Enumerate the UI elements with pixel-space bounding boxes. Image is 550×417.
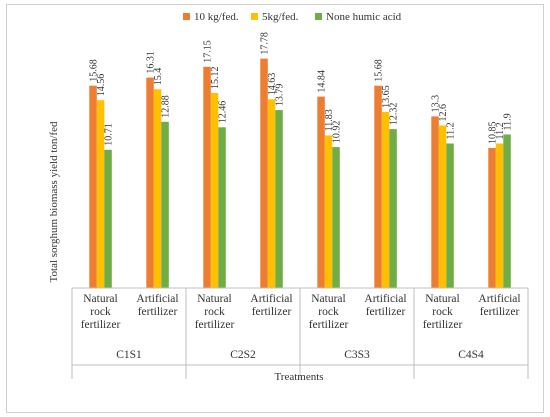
x-group-label: C1S1	[116, 349, 142, 361]
data-label: 15.4	[153, 68, 164, 86]
data-label: 12.88	[161, 95, 172, 118]
bar	[210, 93, 219, 288]
bar	[446, 143, 454, 288]
data-label: 16.31	[146, 51, 157, 74]
bar	[89, 85, 97, 288]
x-group-label: C3S3	[344, 349, 370, 361]
x-axis-title: Treatments	[274, 371, 323, 383]
bar	[324, 135, 333, 288]
bar	[503, 134, 511, 288]
bar	[431, 116, 439, 289]
bar	[161, 121, 169, 288]
data-label: 13.79	[275, 84, 286, 107]
bar	[438, 125, 447, 288]
data-label: 11.2	[495, 122, 506, 139]
bar	[275, 110, 283, 288]
data-label: 14.63	[267, 73, 278, 96]
x-tick-label: Artificial fertilizer	[250, 293, 292, 318]
bar	[381, 111, 390, 289]
data-label: 11.9	[503, 113, 514, 130]
bar	[267, 99, 276, 288]
legend-label: None humic acid	[326, 11, 402, 23]
data-label: 12.32	[389, 103, 400, 126]
bar	[317, 96, 325, 288]
legend: 10 kg/fed. 5kg/fed. None humic acid	[183, 11, 402, 23]
bar	[374, 85, 382, 288]
data-label: 14.84	[317, 70, 328, 93]
data-label: 10.85	[488, 122, 499, 145]
legend-swatch	[183, 13, 190, 20]
data-label: 10.92	[332, 121, 343, 144]
x-axis: Natural rock fertilizer Artificial fertilize…	[71, 287, 529, 379]
data-label: 12.46	[218, 101, 229, 124]
bar	[153, 89, 162, 288]
bar	[218, 127, 226, 288]
data-label: 11.83	[324, 109, 335, 131]
bar	[389, 129, 397, 288]
x-group-label: C4S4	[458, 349, 484, 361]
bar	[260, 58, 268, 288]
y-axis-title: Total sorghum biomass yield ton/fed	[48, 121, 60, 282]
legend-label: 5kg/fed.	[262, 11, 299, 23]
bar	[96, 100, 105, 288]
bar	[203, 66, 211, 288]
data-label: 10.71	[104, 123, 115, 146]
bar	[146, 77, 154, 288]
x-tick-label: Artificial fertilizer	[478, 293, 520, 318]
bar	[488, 148, 496, 288]
x-tick-label: Natural rock fertilizer	[81, 293, 121, 331]
x-tick-label: Artificial fertilizer	[364, 293, 406, 318]
data-label: 17.15	[203, 40, 214, 63]
x-tick-label: Artificial fertilizer	[136, 293, 178, 318]
x-group-label: C2S2	[230, 349, 256, 361]
x-tick-label: Natural rock fertilizer	[423, 293, 463, 331]
data-label: 13.3	[431, 95, 442, 113]
legend-label: 10 kg/fed.	[194, 11, 239, 23]
data-label: 12.6	[438, 104, 449, 122]
data-label: 17.78	[260, 32, 271, 55]
bar	[332, 147, 340, 288]
bar	[495, 143, 504, 288]
legend-swatch	[251, 13, 258, 20]
x-tick-label: Natural rock fertilizer	[309, 293, 349, 331]
data-label: 11.2	[446, 122, 457, 139]
data-label: 15.68	[374, 59, 385, 82]
legend-swatch	[315, 13, 322, 20]
data-label: 15.68	[89, 59, 100, 82]
data-label: 14.56	[96, 74, 107, 97]
x-tick-label: Natural rock fertilizer	[195, 293, 235, 331]
data-label: 13.65	[381, 85, 392, 108]
bar	[104, 149, 112, 288]
data-label: 15.12	[210, 67, 221, 90]
